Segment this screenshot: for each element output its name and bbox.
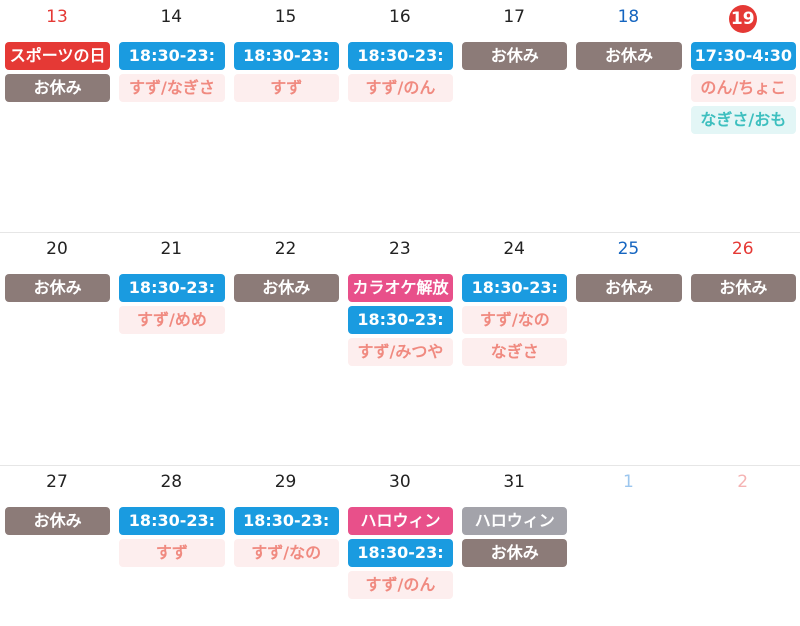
event[interactable]: スポーツの日 (5, 42, 111, 70)
day-number[interactable]: 21 (114, 237, 228, 261)
day-number[interactable]: 19 (686, 5, 800, 33)
event[interactable]: 18:30-23: (119, 507, 225, 535)
day-number-text: 30 (389, 472, 411, 492)
day-number-text: 31 (503, 472, 525, 492)
event[interactable]: お休み (462, 42, 568, 70)
day-number-text: 27 (46, 472, 68, 492)
day-number-text: 14 (160, 7, 183, 27)
day-number[interactable]: 26 (686, 237, 800, 261)
day-number[interactable]: 20 (0, 237, 114, 261)
day-number-text: 21 (160, 239, 183, 259)
event[interactable]: すず (119, 539, 225, 567)
event[interactable]: 18:30-23: (233, 507, 339, 535)
event[interactable]: すず/のん (347, 74, 454, 102)
event[interactable]: 18:30-23: (347, 306, 454, 334)
day-number-text: 24 (503, 239, 525, 259)
day-number-text: 18 (617, 7, 640, 27)
event[interactable]: お休み (462, 539, 568, 567)
day-number-text: 26 (731, 239, 754, 259)
day-number-text: 28 (160, 472, 183, 492)
day-number-text: 25 (617, 239, 640, 259)
week-separator (0, 465, 800, 466)
day-number-text: 13 (46, 7, 68, 27)
day-number[interactable]: 14 (114, 5, 228, 29)
day-number-text: 1 (623, 472, 634, 492)
day-number[interactable]: 31 (457, 470, 571, 494)
week-separator (0, 232, 800, 233)
day-number[interactable]: 24 (457, 237, 571, 261)
day-number[interactable]: 15 (229, 5, 343, 29)
day-number[interactable]: 28 (114, 470, 228, 494)
event[interactable]: 18:30-23: (233, 42, 339, 70)
event[interactable]: のん/ちょこ (690, 74, 796, 102)
day-number-text: 20 (46, 239, 68, 259)
event[interactable]: ハロウィン (462, 507, 568, 535)
event[interactable]: カラオケ解放 (347, 274, 454, 302)
day-number-text: 19 (728, 5, 757, 33)
day-number-text: 23 (389, 239, 411, 259)
day-number-text: 29 (274, 472, 297, 492)
event[interactable]: すず/みつや (347, 338, 454, 366)
event[interactable]: すず/なの (233, 539, 339, 567)
event[interactable]: 18:30-23: (347, 42, 454, 70)
event[interactable]: 17:30-4:30 (690, 42, 796, 70)
event[interactable]: すず/のん (347, 571, 454, 599)
day-number[interactable]: 22 (229, 237, 343, 261)
day-number[interactable]: 18 (571, 5, 685, 29)
day-number-text: 2 (737, 472, 749, 492)
day-number[interactable]: 2 (686, 470, 800, 494)
event[interactable]: すず/なぎさ (119, 74, 225, 102)
event[interactable]: なぎさ (462, 338, 568, 366)
day-number[interactable]: 25 (571, 237, 685, 261)
event[interactable]: なぎさ/おも (690, 106, 796, 134)
day-number-text: 15 (274, 7, 297, 27)
event[interactable]: すず/めめ (119, 306, 225, 334)
day-number-text: 17 (503, 7, 525, 27)
event[interactable]: お休み (690, 274, 796, 302)
event[interactable]: お休み (233, 274, 339, 302)
event[interactable]: お休み (5, 74, 111, 102)
day-number[interactable]: 1 (571, 470, 685, 494)
day-number[interactable]: 13 (0, 5, 114, 29)
day-number-text: 22 (274, 239, 297, 259)
day-number[interactable]: 30 (343, 470, 457, 494)
event[interactable]: 18:30-23: (462, 274, 568, 302)
day-number[interactable]: 27 (0, 470, 114, 494)
event[interactable]: お休み (576, 42, 682, 70)
day-number-text: 16 (389, 7, 411, 27)
day-number[interactable]: 29 (229, 470, 343, 494)
day-number[interactable]: 17 (457, 5, 571, 29)
day-number[interactable]: 23 (343, 237, 457, 261)
event[interactable]: すず/なの (462, 306, 568, 334)
event[interactable]: ハロウィン (347, 507, 454, 535)
event[interactable]: お休み (5, 507, 111, 535)
event[interactable]: 18:30-23: (119, 42, 225, 70)
event[interactable]: すず (233, 74, 339, 102)
event[interactable]: 18:30-23: (119, 274, 225, 302)
day-number[interactable]: 16 (343, 5, 457, 29)
event[interactable]: 18:30-23: (347, 539, 454, 567)
event[interactable]: お休み (5, 274, 111, 302)
event[interactable]: お休み (576, 274, 682, 302)
